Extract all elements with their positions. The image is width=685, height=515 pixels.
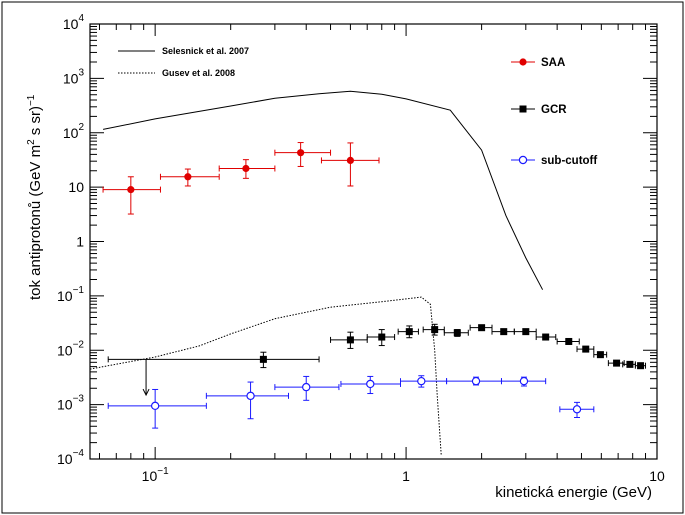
y-tick-label: 10: [68, 179, 84, 195]
y-tick-label: 10−3: [57, 394, 84, 413]
x-axis-title: kinetická energie (GeV): [495, 484, 652, 501]
model-curves: [89, 90, 544, 455]
x-tick-label: 10: [649, 468, 665, 484]
data-point: [242, 164, 250, 173]
legend-marker-saa: [519, 58, 527, 66]
x-axis-ticks: 10−1 1 10: [98, 24, 665, 484]
series-legend: SAA GCR sub-cutoff: [511, 57, 597, 167]
data-point: [565, 337, 573, 345]
y-axis-title: tok antiprotonů (GeV m2 s sr)−1: [26, 94, 44, 300]
data-point: [613, 359, 621, 367]
data-point: [302, 382, 311, 392]
data-point: [637, 362, 645, 370]
data-point: [582, 345, 590, 353]
data-series: [102, 142, 647, 429]
upper-limit-arrowhead: [142, 388, 150, 397]
curve-selesnick-2007: [103, 90, 544, 290]
data-point: [346, 336, 354, 344]
data-point: [417, 376, 426, 386]
curve-gusev-2008: [89, 296, 442, 455]
y-tick-label: 10−2: [57, 339, 84, 358]
data-point: [259, 355, 267, 363]
series-gcr: [107, 323, 647, 397]
y-tick-label: 103: [63, 67, 85, 86]
legend-marker-gcr: [519, 105, 527, 113]
data-point: [596, 351, 604, 359]
legend-label-selesnick: Selesnick et al. 2007: [162, 46, 249, 56]
x-tick-label: 1: [402, 468, 410, 484]
data-point: [246, 391, 255, 401]
data-point: [297, 149, 305, 157]
series-sub-cutoff: [107, 375, 595, 429]
legend-label-gusev: Gusev et al. 2008: [162, 68, 235, 78]
data-point: [431, 326, 439, 334]
data-point: [626, 360, 634, 368]
data-point: [127, 186, 135, 194]
series-saa: [102, 142, 380, 215]
data-point: [366, 379, 375, 389]
data-point: [405, 328, 413, 336]
legend-marker-subcutoff: [518, 155, 528, 165]
data-point: [522, 328, 530, 336]
data-point: [453, 329, 461, 337]
y-tick-label: 10−1: [57, 285, 84, 304]
data-point: [572, 405, 582, 414]
data-point: [184, 173, 192, 181]
y-tick-label: 1: [76, 234, 84, 250]
y-tick-label: 104: [63, 13, 85, 32]
y-tick-label: 102: [63, 122, 85, 141]
data-point: [471, 376, 481, 386]
data-point: [150, 401, 160, 411]
data-point: [378, 333, 386, 341]
data-point: [519, 376, 529, 386]
data-point: [542, 333, 550, 341]
y-tick-label: 10−4: [57, 448, 84, 467]
legend-label-subcutoff: sub-cutoff: [541, 155, 597, 167]
y-axis-ticks: 10−4 10−3 10−2 10−1 1 10 102 103 104: [57, 13, 657, 467]
data-point: [478, 324, 486, 332]
legend-label-saa: SAA: [541, 57, 565, 69]
legend-label-gcr: GCR: [541, 104, 567, 116]
curve-legend: Selesnick et al. 2007 Gusev et al. 2008: [118, 46, 249, 78]
x-tick-label: 10−1: [142, 466, 169, 484]
data-point: [500, 328, 508, 336]
data-point: [346, 156, 355, 165]
